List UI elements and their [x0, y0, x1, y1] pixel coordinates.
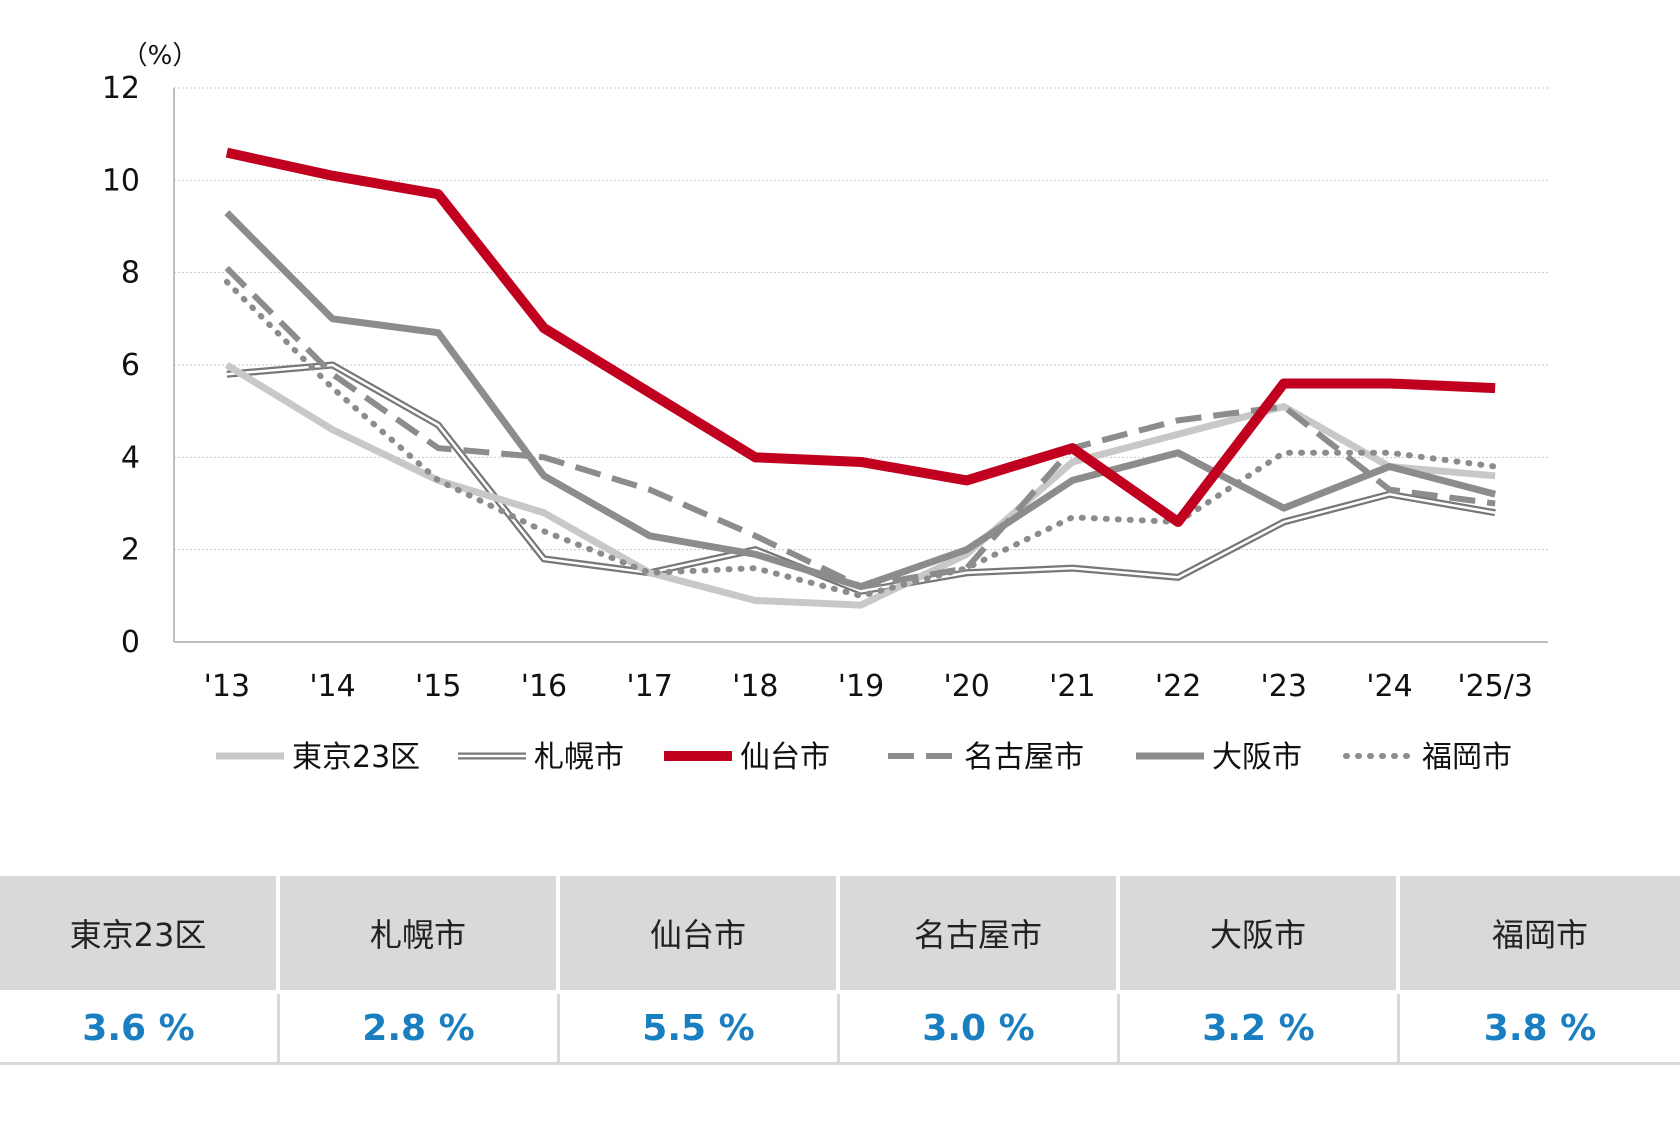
series-line-2: [225, 147, 1496, 527]
x-tick-label: '13: [204, 669, 250, 704]
y-tick-label: 0: [121, 625, 140, 660]
y-tick-label: 4: [121, 440, 140, 475]
x-tick-label: '23: [1261, 669, 1307, 704]
y-tick-label: 12: [102, 71, 140, 106]
x-tick-label: '25/3: [1457, 669, 1533, 704]
series-polyline: [226, 361, 1496, 595]
series-line-4: [224, 210, 1497, 591]
summary-header-tokyo: 東京23区: [0, 876, 280, 994]
legend-label: 名古屋市: [964, 740, 1084, 775]
legend-item: 大阪市: [1136, 740, 1302, 775]
series-polyline: [225, 147, 1496, 527]
axes: [173, 88, 1548, 643]
gridlines: [174, 87, 1548, 551]
summary-header-nagoya: 名古屋市: [840, 876, 1120, 994]
summary-header-row: 東京23区 札幌市 仙台市 名古屋市 大阪市 福岡市: [0, 876, 1680, 994]
legend-label: 福岡市: [1422, 740, 1512, 775]
legend-label: 仙台市: [740, 740, 830, 775]
series-line-5: [223, 278, 1499, 599]
series-polyline: [225, 362, 1496, 609]
series-line-0: [225, 362, 1496, 609]
legend-item: 仙台市: [664, 740, 830, 775]
x-tick-label: '14: [309, 669, 355, 704]
series-polyline: [223, 278, 1499, 599]
x-tick-label: '19: [838, 669, 884, 704]
x-tick-label: '15: [415, 669, 461, 704]
summary-value-row: 3.6 % 2.8 % 5.5 % 3.0 % 3.2 % 3.8 %: [0, 994, 1680, 1065]
x-tick-label: '18: [732, 669, 778, 704]
y-tick-labels: 0 2 4 6 8 10 12: [102, 71, 140, 660]
summary-value-sapporo: 2.8 %: [280, 994, 560, 1065]
summary-value-nagoya: 3.0 %: [840, 994, 1120, 1065]
series-polyline: [224, 210, 1497, 591]
legend: 東京23区 札幌市 仙台市 名古屋市 大阪市 福岡市: [216, 740, 1512, 775]
legend-item: 名古屋市: [888, 740, 1084, 775]
x-tick-labels: '13 '14 '15 '16 '17 '18 '19 '20 '21 '22 '23 '24 '25/…: [204, 669, 1533, 704]
legend-label: 大阪市: [1212, 740, 1302, 775]
legend-label: 札幌市: [534, 740, 624, 775]
summary-value-tokyo: 3.6 %: [0, 994, 280, 1065]
x-tick-label: '16: [521, 669, 567, 704]
series-line-1: [226, 361, 1496, 595]
x-tick-label: '21: [1049, 669, 1095, 704]
series-lines: [223, 147, 1499, 609]
legend-label: 東京23区: [292, 740, 420, 775]
x-tick-label: '20: [943, 669, 989, 704]
legend-item: 札幌市: [458, 740, 624, 775]
summary-header-osaka: 大阪市: [1120, 876, 1400, 994]
y-tick-label: 8: [121, 256, 140, 291]
y-tick-label: 6: [121, 348, 140, 383]
series-line-3: [224, 265, 1496, 590]
summary-header-fukuoka: 福岡市: [1400, 876, 1680, 994]
summary-table: 東京23区 札幌市 仙台市 名古屋市 大阪市 福岡市 3.6 % 2.8 % 5…: [0, 876, 1680, 1065]
y-tick-label: 2: [121, 533, 140, 568]
x-tick-label: '17: [626, 669, 672, 704]
summary-header-sapporo: 札幌市: [280, 876, 560, 994]
y-unit-label: （%）: [122, 41, 199, 71]
summary-header-sendai: 仙台市: [560, 876, 840, 994]
series-polyline: [226, 363, 1496, 593]
summary-value-osaka: 3.2 %: [1120, 994, 1400, 1065]
series-polyline: [224, 265, 1496, 590]
legend-item: 東京23区: [216, 740, 420, 775]
y-tick-label: 10: [102, 163, 140, 198]
x-tick-label: '24: [1366, 669, 1412, 704]
summary-value-sendai: 5.5 %: [560, 994, 840, 1065]
legend-item: 福岡市: [1343, 740, 1512, 775]
line-chart: （%） 0 2 4 6 8 10 12 '13 '14 '15 '16 '17 '18 '19 '20 '2…: [102, 41, 1548, 775]
summary-value-fukuoka: 3.8 %: [1400, 994, 1680, 1065]
x-tick-label: '22: [1155, 669, 1201, 704]
